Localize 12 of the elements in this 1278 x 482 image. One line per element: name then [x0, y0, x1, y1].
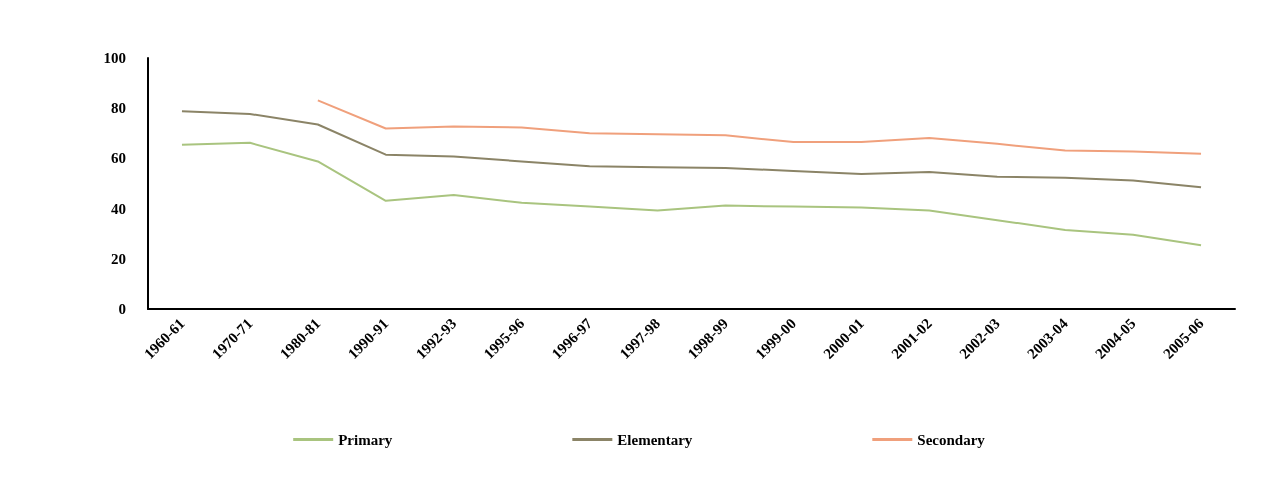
y-tick-label: 40 [111, 200, 126, 217]
line-series [180, 110, 1203, 189]
line-series [180, 141, 1203, 247]
legend-label: Primary [338, 431, 393, 448]
y-tick-label: 100 [103, 50, 126, 66]
y-tick-label: 0 [118, 301, 126, 317]
legend-label: Elementary [617, 431, 693, 448]
line-series [316, 99, 1203, 155]
y-tick-label: 80 [111, 100, 126, 117]
legend-label: Secondary [917, 431, 986, 448]
y-tick-label: 60 [111, 150, 126, 167]
y-tick-label: 20 [111, 250, 126, 267]
